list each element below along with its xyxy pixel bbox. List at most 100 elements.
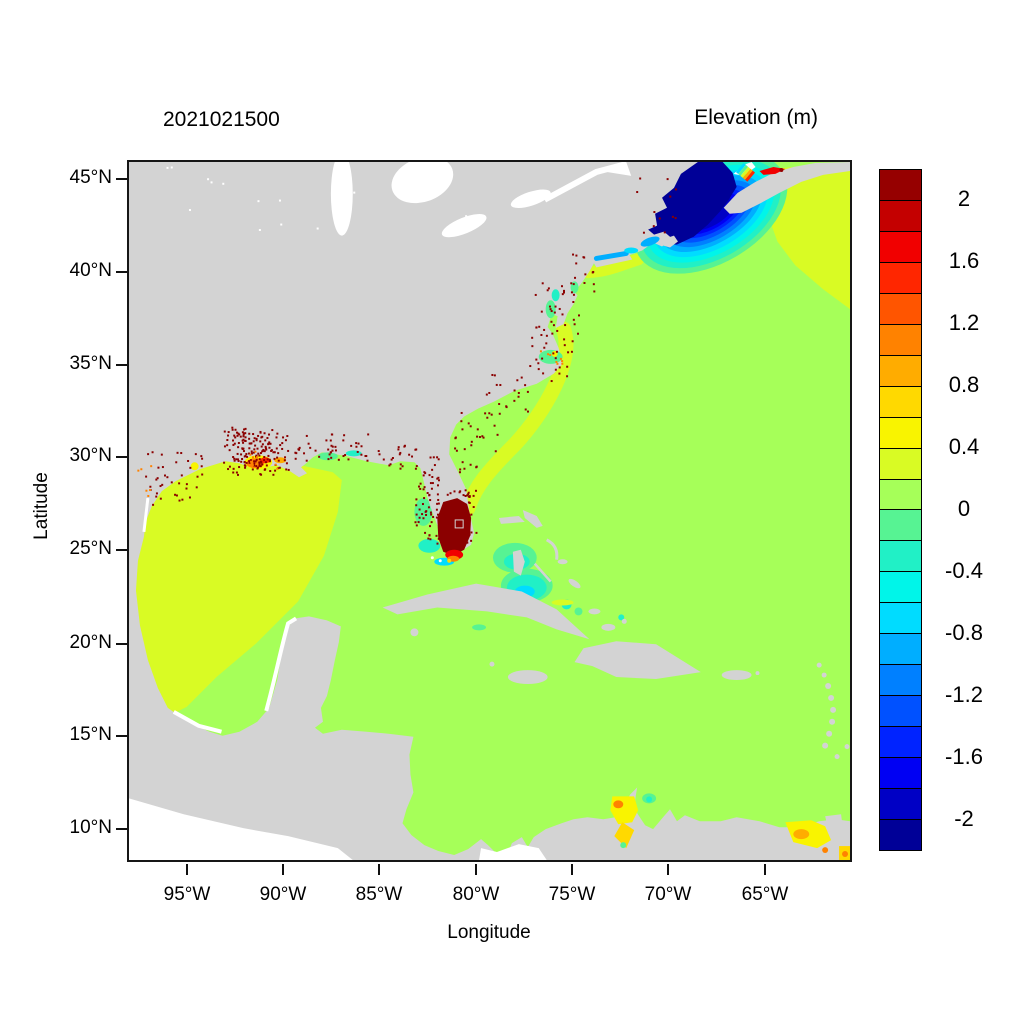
speckle-cell <box>201 457 204 460</box>
colorbar-segment <box>880 634 921 666</box>
speckle-cell <box>270 449 273 452</box>
speckle-cell <box>156 477 159 480</box>
colorbar-tick-label: -1.2 <box>945 682 983 707</box>
x-tick-label: 70°W <box>644 884 692 905</box>
speckle-cell <box>547 287 550 290</box>
land-puerto-rico <box>721 670 752 681</box>
speckle-cell <box>187 459 190 462</box>
speckle-cell <box>462 539 465 542</box>
speckle-cell <box>513 389 516 392</box>
speckle-cell <box>443 513 446 516</box>
speckle-cell <box>460 411 463 414</box>
speckle-cell <box>485 393 488 396</box>
cobequid-high-sliver <box>759 166 786 175</box>
speckle-cell <box>259 440 262 443</box>
speckle-cell <box>436 493 439 496</box>
speckle-cell <box>236 434 239 437</box>
y-tick-mark <box>116 549 127 551</box>
speckle-cell <box>267 442 270 445</box>
speckle-cell <box>269 442 272 445</box>
colorbar-segment <box>880 758 921 790</box>
speckle-cell <box>430 513 433 516</box>
rainbow-slice <box>742 168 753 180</box>
speckle-cell <box>242 435 245 438</box>
speckle-cell <box>161 466 164 469</box>
colorbar-segment <box>880 696 921 728</box>
speckle-cell <box>137 469 140 472</box>
santa-marta-core <box>646 796 653 803</box>
speckle-cell <box>561 285 563 288</box>
speckle-cell <box>316 227 319 230</box>
speckle-cell <box>235 458 238 461</box>
speckle-cell <box>422 488 425 491</box>
speckle-cell <box>549 353 552 356</box>
land-turks <box>621 618 627 624</box>
land-isle-of-youth <box>410 628 419 637</box>
speckle-cell <box>357 442 360 445</box>
barataria-surge-patch <box>274 457 287 464</box>
keys-gap-dot <box>430 556 434 560</box>
speckle-cell <box>446 493 449 496</box>
speckle-cell <box>266 437 269 440</box>
speckle-cell <box>277 467 280 470</box>
speckle-cell <box>382 458 385 461</box>
speckle-cell <box>248 461 251 464</box>
speckle-cell <box>398 453 401 456</box>
speckle-cell <box>283 459 286 462</box>
speckle-cell <box>415 504 418 507</box>
speckle-cell <box>592 283 595 286</box>
speckle-cell <box>344 454 347 457</box>
speckle-cell <box>558 307 561 310</box>
speckle-cell <box>234 436 237 439</box>
speckle-cell <box>166 476 169 479</box>
speckle-cell <box>543 328 546 331</box>
speckle-cell <box>267 454 270 457</box>
speckle-cell <box>430 521 433 524</box>
speckle-cell <box>331 445 334 448</box>
speckle-cell <box>196 475 199 478</box>
speckle-cell <box>454 436 457 439</box>
speckle-cell <box>355 445 358 448</box>
speckle-cell <box>470 440 473 443</box>
speckle-cell <box>151 451 154 454</box>
speckle-cell <box>561 293 564 296</box>
speckle-cell <box>488 391 491 394</box>
speckle-cell <box>472 506 475 509</box>
speckle-cell <box>232 439 235 442</box>
speckle-cell <box>285 462 288 465</box>
y-tick-mark <box>116 178 127 180</box>
speckle-cell <box>570 350 573 353</box>
speckle-cell <box>241 447 244 450</box>
speckle-cell <box>278 199 281 202</box>
speckle-cell <box>429 538 432 541</box>
speckle-cell <box>468 533 471 536</box>
speckle-cell <box>210 181 213 184</box>
speckle-cell <box>188 496 191 499</box>
land-mainland <box>129 162 850 860</box>
x-tick-label: 90°W <box>259 884 307 905</box>
speckle-cell <box>570 291 573 294</box>
speckle-cell <box>226 439 229 442</box>
speckle-cell <box>231 428 234 431</box>
speckle-cell <box>200 455 203 458</box>
speckle-cell <box>524 384 527 387</box>
speckle-cell <box>440 178 443 181</box>
pacific-ocean-blank <box>129 798 353 860</box>
speckle-cell <box>642 231 645 234</box>
speckle-cell <box>475 531 478 534</box>
speckle-cell <box>389 463 392 466</box>
speckle-cell <box>417 521 420 524</box>
y-tick-mark <box>116 643 127 645</box>
speckle-cell <box>259 465 262 468</box>
speckle-cell <box>437 537 440 540</box>
speckle-cell <box>459 490 462 493</box>
x-tick-label: 80°W <box>452 884 500 905</box>
colorbar-segment <box>880 727 921 759</box>
speckle-cell <box>418 516 421 519</box>
speckle-cell <box>498 403 501 406</box>
speckle-cell <box>305 459 308 462</box>
speckle-cell <box>263 456 266 459</box>
speckle-cell <box>432 515 435 518</box>
speckle-cell <box>418 508 421 511</box>
colorbar-segment <box>880 262 921 294</box>
